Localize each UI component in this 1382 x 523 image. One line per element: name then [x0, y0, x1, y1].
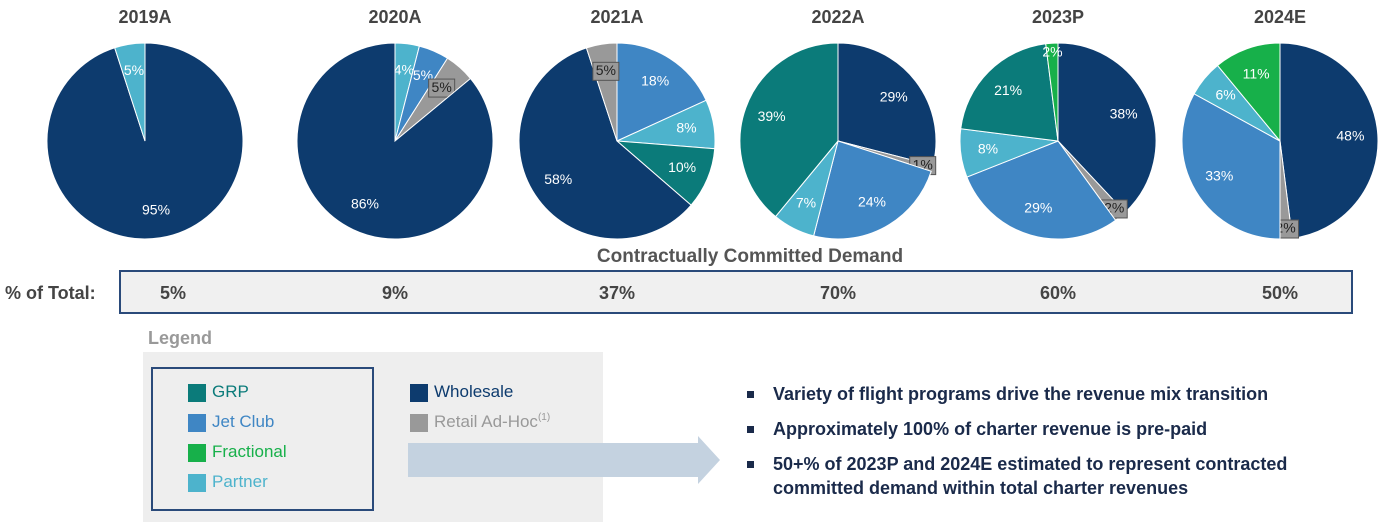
legend-swatch — [410, 414, 428, 432]
slice-label: 29% — [880, 88, 908, 104]
label-bg — [592, 61, 620, 81]
slice-label: 10% — [668, 159, 696, 175]
legend-label: Wholesale — [434, 382, 513, 401]
pie-title: 2022A — [811, 7, 864, 27]
legend-swatch — [188, 444, 206, 462]
pie-title: 2021A — [590, 7, 643, 27]
pie-title: 2023P — [1032, 7, 1084, 27]
pie-slice — [837, 42, 937, 166]
legend-swatch — [188, 384, 206, 402]
legend-label: GRP — [212, 382, 249, 401]
pie-slice — [1057, 42, 1157, 214]
demand-cell: 60% — [1040, 283, 1076, 303]
pie-slice — [518, 47, 692, 240]
slice-label: 48% — [1336, 127, 1364, 143]
legend-name: Jet Club — [212, 412, 274, 431]
slice-label: 6% — [1216, 87, 1236, 103]
slice-label: 18% — [641, 72, 669, 88]
slice-label: 8% — [676, 119, 696, 135]
pie-title: 2024E — [1254, 7, 1306, 27]
pie-slice — [114, 42, 146, 142]
pie-slice — [960, 43, 1059, 142]
pie-title: 2019A — [118, 7, 171, 27]
legend-label: Partner — [212, 472, 268, 491]
slice-label: 29% — [1024, 199, 1052, 215]
legend-label: Retail Ad-Hoc(1) — [434, 412, 550, 432]
legend-name: Wholesale — [434, 382, 513, 401]
legend-note: (1) — [538, 412, 550, 423]
slice-label: 8% — [978, 141, 998, 157]
demand-box — [119, 270, 1353, 314]
bullet: Variety of flight programs drive the rev… — [745, 382, 1375, 406]
demand-label: % of Total: — [5, 283, 96, 303]
demand-cell: 9% — [382, 283, 408, 303]
demand-cell: 50% — [1262, 283, 1298, 303]
slice-label: 39% — [758, 108, 786, 124]
slice-label: 58% — [544, 171, 572, 187]
pie-slice — [1181, 93, 1281, 240]
slice-label: 5% — [124, 62, 144, 78]
demand-cell: 5% — [160, 283, 186, 303]
legend-name: Fractional — [212, 442, 287, 461]
demand-cell: 70% — [820, 283, 856, 303]
legend-name: Partner — [212, 472, 268, 491]
legend-name: GRP — [212, 382, 249, 401]
slice-label: 24% — [858, 194, 886, 210]
slice-label: 5% — [413, 67, 433, 83]
demand-title: Contractually Committed Demand — [597, 246, 903, 267]
demand-cell: 37% — [599, 283, 635, 303]
pie-slice — [296, 42, 494, 240]
slice-label: 86% — [351, 196, 379, 212]
pie-slice — [813, 140, 932, 240]
bullet-list: Variety of flight programs drive the rev… — [745, 382, 1375, 511]
pie-title: 2020A — [368, 7, 421, 27]
legend-label: Fractional — [212, 442, 287, 461]
legend-title: Legend — [148, 328, 212, 348]
pie-slice — [616, 42, 707, 142]
label-bg — [428, 78, 456, 98]
slice-label: 21% — [994, 82, 1022, 98]
pie-slice — [1045, 42, 1059, 142]
pie-slice — [1279, 42, 1379, 239]
slice-label: 2% — [1042, 44, 1062, 60]
legend-box — [151, 367, 374, 511]
slice-label: 33% — [1205, 168, 1233, 184]
legend-swatch — [188, 474, 206, 492]
bullet: Approximately 100% of charter revenue is… — [745, 417, 1375, 441]
pie-slice — [739, 42, 839, 218]
legend-swatch — [188, 414, 206, 432]
slice-label: 11% — [1243, 65, 1270, 81]
slice-label: 7% — [796, 195, 816, 211]
slice-label: 95% — [142, 201, 170, 217]
legend-name: Retail Ad-Hoc — [434, 412, 538, 431]
legend-swatch — [410, 384, 428, 402]
slice-label: 4% — [394, 62, 414, 78]
pie-slice — [1216, 42, 1281, 143]
slice-label: 38% — [1110, 106, 1138, 122]
slice-label: 5% — [432, 79, 452, 95]
slice-label: 5% — [596, 62, 616, 78]
bullet: 50+% of 2023P and 2024E estimated to rep… — [745, 452, 1375, 500]
pie-slice — [966, 140, 1117, 240]
legend-label: Jet Club — [212, 412, 274, 431]
arrow — [408, 436, 720, 484]
